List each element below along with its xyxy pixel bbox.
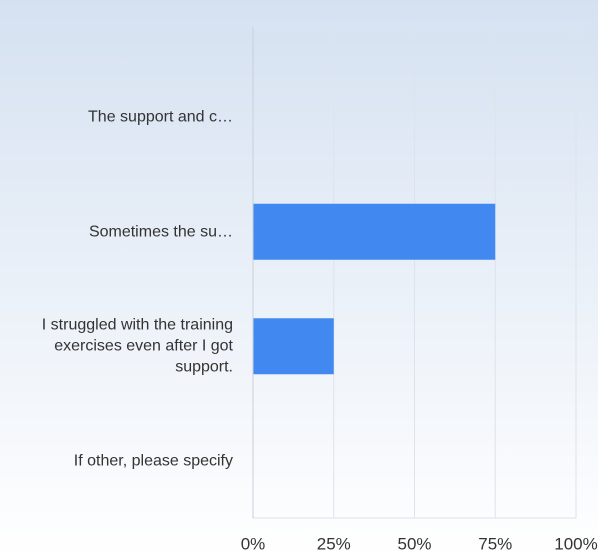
x-tick-label: 0% (241, 534, 266, 553)
bar (253, 203, 496, 260)
x-tick-label: 100% (554, 534, 597, 553)
x-tick-label: 75% (478, 534, 512, 553)
category-label: The support and c… (88, 108, 233, 126)
category-label: I struggled with the training exercises … (41, 316, 233, 376)
x-tick-label: 25% (317, 534, 351, 553)
category-label: If other, please specify (73, 452, 233, 470)
category-label: Sometimes the su… (88, 223, 233, 241)
x-tick-label: 50% (397, 534, 431, 553)
bar (253, 318, 334, 375)
